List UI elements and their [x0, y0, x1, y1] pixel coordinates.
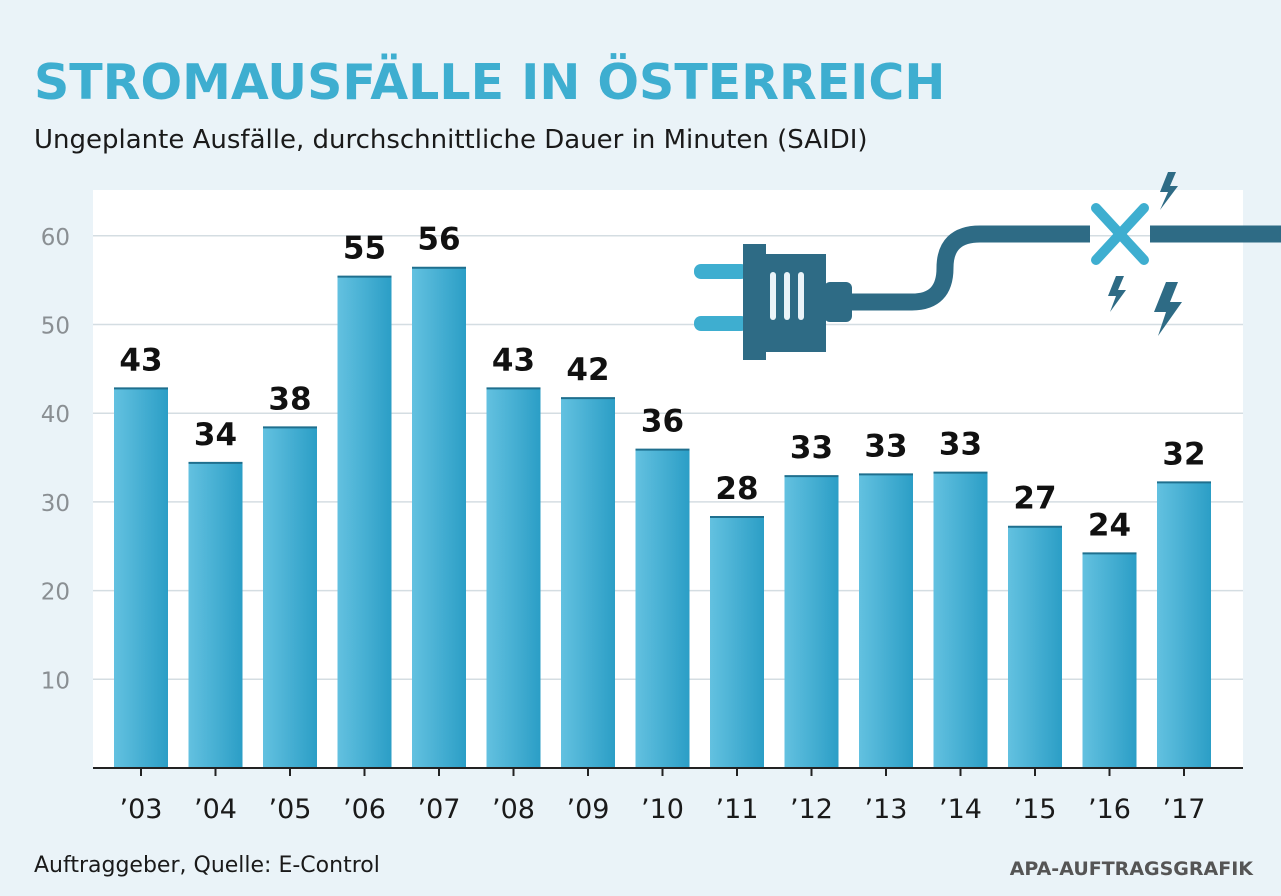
- y-tick-label: 10: [41, 668, 70, 694]
- chart-subtitle: Ungeplante Ausfälle, durchschnittliche D…: [34, 125, 868, 155]
- y-axis-ticks: 10 20 30 40 50 60: [41, 225, 70, 694]
- x-tick-label: ’08: [492, 794, 535, 825]
- bar: [337, 276, 392, 768]
- bar: [1008, 526, 1062, 768]
- y-tick-label: 40: [41, 402, 70, 428]
- y-tick-label: 60: [41, 225, 70, 251]
- bar: [188, 462, 243, 768]
- x-axis-ticks: ’03 ’04 ’05 ’06 ’07 ’08 ’09 ’10 ’11 ’12 ’13 ’14 ’15 ’…: [120, 768, 1206, 825]
- bar: [710, 516, 764, 768]
- x-tick-label: ’16: [1088, 794, 1131, 825]
- data-label: 24: [1088, 507, 1131, 543]
- y-tick-label: 30: [41, 491, 70, 517]
- x-tick-label: ’07: [418, 794, 461, 825]
- bar: [784, 476, 839, 768]
- data-label: 38: [268, 381, 311, 417]
- bar: [263, 427, 317, 768]
- x-tick-label: ’06: [343, 794, 386, 825]
- data-label: 32: [1162, 436, 1205, 472]
- data-label: 56: [417, 222, 460, 258]
- data-label: 33: [864, 428, 907, 464]
- bar: [933, 472, 988, 768]
- credit-label: APA-AUFTRAGSGRAFIK: [1009, 858, 1253, 880]
- chart-source: Auftraggeber, Quelle: E-Control: [34, 853, 380, 878]
- x-tick-label: ’13: [865, 794, 908, 825]
- cable-break-icon: [1091, 203, 1149, 265]
- y-tick-label: 20: [41, 580, 70, 606]
- data-label: 33: [939, 427, 982, 463]
- y-tick-label: 50: [41, 314, 70, 340]
- bar: [635, 449, 690, 768]
- data-label: 27: [1013, 481, 1056, 517]
- data-label: 34: [194, 417, 237, 453]
- cable-icon: [850, 225, 1281, 311]
- x-tick-label: ’11: [716, 794, 759, 825]
- bar: [486, 388, 541, 768]
- bar: [114, 388, 168, 768]
- data-label: 28: [715, 471, 758, 507]
- x-tick-label: ’15: [1014, 794, 1057, 825]
- x-tick-label: ’17: [1163, 794, 1206, 825]
- bar: [859, 474, 913, 768]
- data-label: 43: [119, 342, 162, 378]
- x-tick-label: ’10: [641, 794, 684, 825]
- data-label: 42: [566, 352, 609, 388]
- lightning-icon: [1108, 172, 1182, 336]
- x-tick-label: ’03: [120, 794, 163, 825]
- plug-icon: [694, 244, 852, 360]
- x-tick-label: ’04: [194, 794, 237, 825]
- x-tick-label: ’14: [939, 794, 982, 825]
- data-label: 55: [343, 231, 386, 267]
- x-tick-label: ’09: [567, 794, 610, 825]
- x-tick-label: ’05: [269, 794, 312, 825]
- data-label: 33: [790, 430, 833, 466]
- data-labels: 43 34 38 55 56 43 42 36 28 33 33 33 27 24 32: [119, 222, 1205, 544]
- bars: [114, 266, 1211, 768]
- bar: [412, 267, 466, 768]
- data-label: 36: [641, 404, 684, 440]
- bar: [561, 398, 615, 768]
- data-label: 43: [492, 342, 535, 378]
- chart-title: STROMAUSFÄLLE IN ÖSTERREICH: [34, 54, 946, 111]
- x-tick-label: ’12: [790, 794, 833, 825]
- bar: [1157, 482, 1211, 768]
- bar: [1082, 553, 1137, 768]
